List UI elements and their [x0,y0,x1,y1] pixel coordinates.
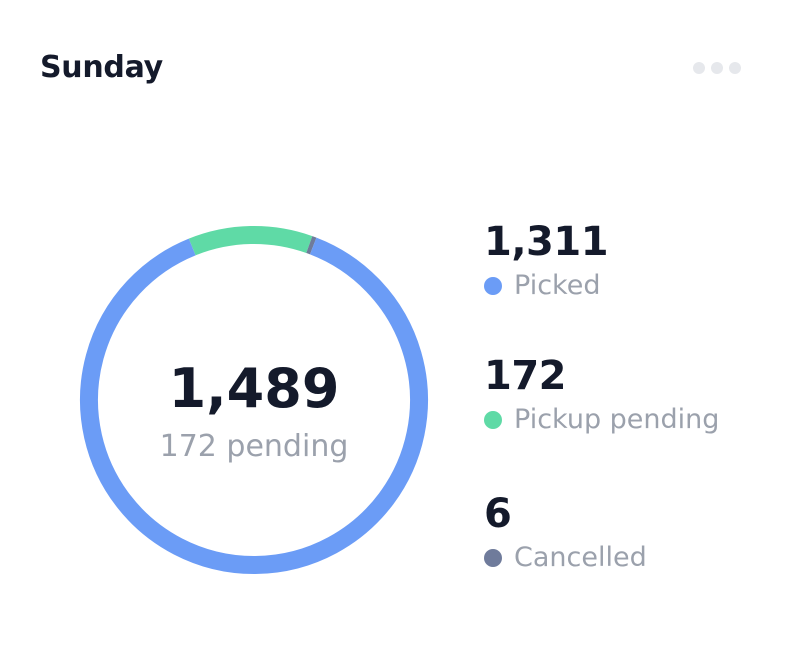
legend-item-pickup-pending: 172 Pickup pending [484,350,719,438]
legend-swatch-icon [484,549,502,567]
menu-dot [693,62,705,74]
menu-dot [729,62,741,74]
menu-dot [711,62,723,74]
card-title: Sunday [40,50,163,85]
donut-segment-pickup-pending [188,226,313,256]
legend-item-picked: 1,311 Picked [484,216,609,304]
legend-value: 1,311 [484,219,609,265]
legend-label: Cancelled [514,542,647,573]
legend-label: Picked [514,270,601,301]
donut-chart: 1,489 172 pending [80,226,428,574]
chart-total: 1,489 [169,357,340,420]
legend-swatch-icon [484,411,502,429]
legend-value: 6 [484,491,512,537]
chart-pending-subtitle: 172 pending [160,429,349,464]
legend-label: Pickup pending [514,404,720,435]
legend-value: 172 [484,353,567,399]
donut-segment-picked [80,237,428,574]
legend-item-cancelled: 6 Cancelled [484,488,647,576]
donut-segment-cancelled [306,236,317,255]
legend-swatch-icon [484,277,502,295]
more-options-icon[interactable] [693,62,741,74]
